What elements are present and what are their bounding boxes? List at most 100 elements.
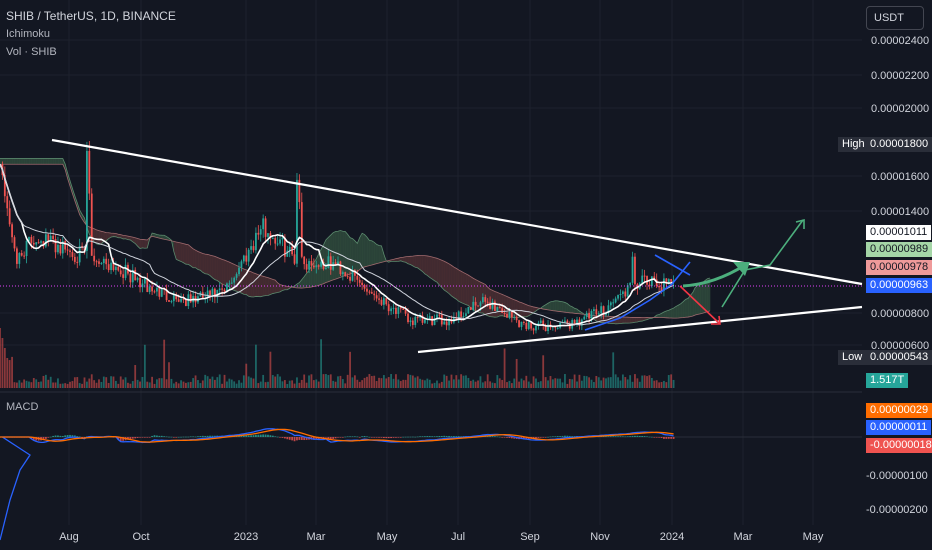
kumo-segment (557, 300, 561, 312)
currency-selector[interactable]: USDT (866, 6, 924, 30)
volume-bar (554, 378, 557, 388)
time-tick-label: May (377, 531, 398, 543)
candle-body (276, 243, 279, 245)
volume-bar (339, 375, 342, 388)
volume-bar (551, 379, 554, 388)
candle-body (554, 326, 557, 328)
volume-bar (544, 377, 547, 388)
candle-body (134, 269, 137, 281)
kumo-segment (528, 305, 532, 316)
kumo-segment (222, 259, 226, 286)
macd-histogram-bar (341, 437, 344, 438)
macd-tick-label: -0.00000100 (866, 470, 928, 482)
volume-bar (638, 381, 641, 388)
macd-histogram-bar (288, 437, 291, 440)
macd-histogram-bar (491, 436, 494, 437)
volume-bar (506, 382, 508, 388)
candle-body (523, 321, 525, 323)
candle-body (13, 237, 16, 249)
volume-bar (259, 381, 262, 388)
kumo-segment (214, 256, 218, 281)
candle-body (281, 237, 284, 240)
macd-histogram-bar (177, 436, 180, 438)
candle-body (6, 196, 9, 209)
macd-histogram-bar (431, 436, 434, 437)
volume-bar (35, 379, 38, 388)
macd-histogram-bar (448, 435, 450, 437)
kumo-segment (24, 158, 28, 165)
low-label: Low (838, 350, 867, 365)
volume-bar (457, 379, 460, 388)
candle-body (168, 300, 170, 302)
candle-body (226, 283, 228, 292)
volume-bar (643, 375, 646, 388)
kumo-segment (441, 260, 445, 291)
candle-body (665, 278, 668, 284)
kumo-segment (123, 235, 127, 239)
volume-bar (322, 374, 325, 388)
candle-body (119, 270, 122, 275)
volume-bar (588, 377, 590, 388)
candle-body (32, 242, 35, 245)
candle-body (69, 250, 71, 252)
kumo-segment (395, 258, 399, 262)
candle-body (107, 264, 110, 271)
volume-badge: 1.517T (866, 373, 909, 388)
candle-body (124, 264, 127, 278)
kumo-segment (178, 242, 182, 262)
candle-body (520, 321, 523, 327)
candle-body (626, 285, 629, 297)
candle-body (337, 261, 339, 265)
price-badge: 0.00000963 (866, 278, 932, 293)
time-tick-label: 2023 (234, 531, 258, 543)
candle-body (621, 291, 624, 295)
candle-body (469, 307, 472, 311)
volume-bar (3, 348, 6, 388)
volume-bar (484, 381, 487, 388)
candle-body (223, 289, 226, 292)
candle-body (182, 299, 185, 301)
macd-histogram-bar (264, 434, 267, 437)
indicator-macd[interactable]: MACD (6, 401, 39, 413)
red-path-projection (679, 285, 721, 325)
macd-histogram-bar (312, 437, 315, 440)
volume-bar (320, 339, 322, 388)
candle-body (624, 291, 627, 297)
volume-bar (595, 375, 598, 388)
macd-histogram-bar (131, 437, 134, 439)
volume-bar (32, 378, 35, 388)
kumo-segment (374, 242, 378, 265)
macd-histogram-bar (151, 435, 153, 437)
price-tick-label: 0.00001600 (871, 171, 929, 183)
candle-body (42, 241, 45, 247)
volume-bar (233, 381, 236, 388)
kumo-segment (142, 239, 146, 249)
volume-bar (523, 380, 525, 388)
volume-bar (64, 383, 67, 388)
macd-histogram-bar (602, 436, 605, 437)
candle-body (457, 311, 460, 321)
indicator-volume[interactable]: Vol · SHIB (6, 46, 57, 58)
volume-bar (650, 377, 653, 388)
volume-bar (218, 374, 221, 388)
volume-bar (614, 374, 617, 388)
macd-histogram-bar (293, 437, 296, 442)
volume-bar (658, 382, 660, 388)
volume-bar (378, 377, 380, 388)
kumo-segment (369, 240, 373, 266)
candle-body (479, 302, 482, 306)
indicator-ichimoku[interactable]: Ichimoku (6, 28, 51, 40)
kumo-segment (258, 274, 262, 297)
macd-histogram-bar (573, 436, 576, 437)
candle-body (395, 307, 397, 314)
macd-histogram-bar (76, 436, 79, 437)
kumo-segment (458, 269, 462, 303)
candle-body (397, 307, 400, 314)
volume-bar (564, 374, 566, 388)
volume-bar (648, 375, 651, 388)
kumo-segment (461, 271, 465, 304)
macd-histogram-bar (199, 436, 202, 437)
macd-histogram-bar (414, 436, 417, 438)
kumo-segment (562, 301, 566, 313)
